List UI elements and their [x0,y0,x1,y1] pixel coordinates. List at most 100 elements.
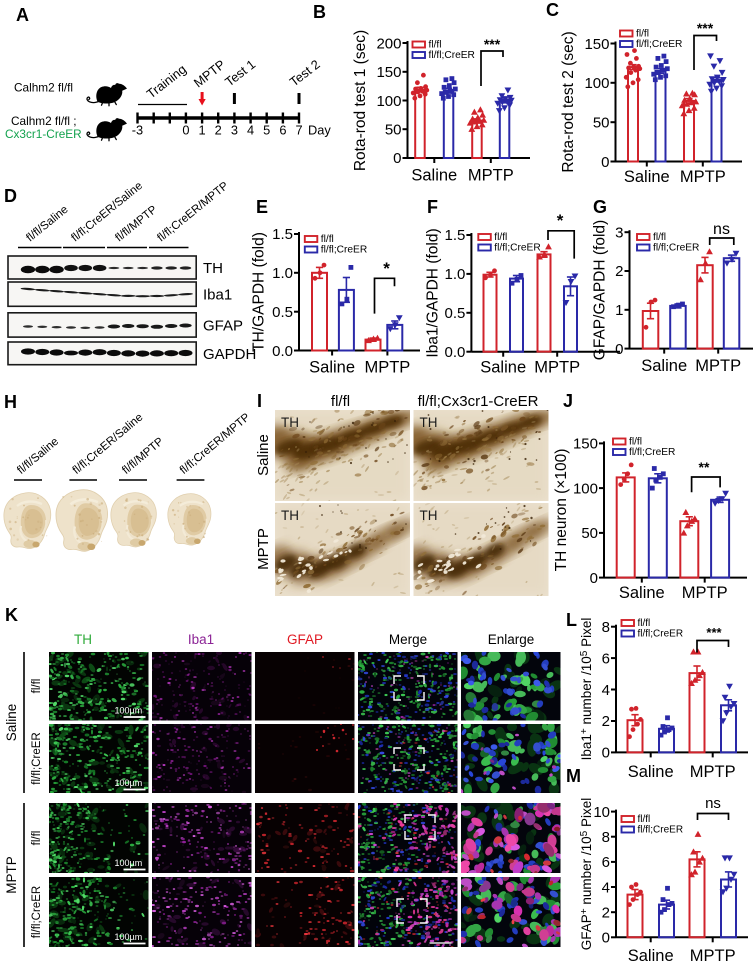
svg-text:fl/fl;CreER: fl/fl;CreER [31,886,43,938]
svg-text:fl/fl: fl/fl [429,39,442,50]
svg-text:fl/fl;CreER: fl/fl;CreER [429,50,475,61]
svg-text:fl/fl: fl/fl [494,232,507,243]
svg-text:fl/fl;CreER: fl/fl;CreER [629,447,675,458]
svg-text:MPTP: MPTP [468,167,514,185]
svg-text:fl/fl: fl/fl [636,28,649,39]
svg-text:Calhm2 fl/fl ;: Calhm2 fl/fl ; [11,114,77,128]
svg-text:fl/fl;Cx3cr1-CreER: fl/fl;Cx3cr1-CreER [418,393,539,410]
svg-text:fl/fl: fl/fl [31,831,43,846]
svg-text:Iba1: Iba1 [203,287,232,304]
svg-text:GAPDH: GAPDH [203,346,256,363]
svg-text:fl/fl: fl/fl [653,232,666,243]
svg-text:TH: TH [74,632,92,647]
svg-text:ns: ns [713,221,730,238]
svg-text:*: * [557,211,564,230]
svg-text:E: E [256,197,268,217]
svg-text:100µm: 100µm [115,778,143,788]
svg-text:fl/fl;CreER: fl/fl;CreER [653,242,699,253]
svg-text:200: 200 [376,35,401,52]
svg-text:Enlarge: Enlarge [488,632,535,647]
svg-text:50: 50 [581,525,598,542]
svg-text:Calhm2 fl/fl: Calhm2 fl/fl [14,81,73,95]
svg-text:F: F [427,197,438,217]
svg-text:150: 150 [376,64,401,81]
svg-text:1: 1 [199,123,206,138]
svg-text:Iba1/GAPDH (fold): Iba1/GAPDH (fold) [425,228,442,357]
svg-text:0.5: 0.5 [272,304,293,321]
svg-text:100µm: 100µm [115,858,143,868]
svg-text:***: *** [484,36,501,52]
svg-text:fl/fl;CreER: fl/fl;CreER [31,732,43,784]
svg-text:MPTP: MPTP [4,856,19,894]
svg-text:0: 0 [615,341,623,358]
svg-text:0.0: 0.0 [272,343,293,360]
svg-text:fl/fl;CreER: fl/fl;CreER [494,242,540,253]
svg-text:MPTP: MPTP [682,584,728,602]
svg-text:2: 2 [615,263,623,280]
svg-text:3: 3 [615,224,623,241]
svg-text:TH: TH [281,415,299,430]
svg-text:Rota-rod test 1 (sec): Rota-rod test 1 (sec) [352,30,369,171]
svg-text:Iba1: Iba1 [188,632,214,647]
svg-text:fl/fl: fl/fl [31,679,43,694]
svg-text:7: 7 [295,123,302,138]
svg-text:TH neuron (×100): TH neuron (×100) [553,449,570,572]
svg-text:fl/fl;CreER: fl/fl;CreER [636,39,682,50]
svg-text:Rota-rod test 2 (sec): Rota-rod test 2 (sec) [560,31,577,172]
svg-text:GFAP: GFAP [287,632,323,647]
svg-text:4: 4 [247,123,254,138]
svg-text:Saline: Saline [411,167,457,185]
svg-text:Saline: Saline [624,168,670,186]
svg-text:Saline: Saline [619,584,665,602]
svg-text:fl/fl: fl/fl [331,393,350,410]
svg-text:0: 0 [182,123,189,138]
svg-text:100: 100 [573,480,598,497]
svg-text:***: *** [697,20,714,36]
svg-text:Saline: Saline [641,357,687,375]
svg-text:Saline: Saline [480,359,526,377]
svg-text:TH: TH [420,415,438,430]
svg-text:C: C [546,0,559,20]
svg-text:B: B [313,2,326,22]
svg-text:J: J [563,391,573,411]
svg-text:TH: TH [203,260,223,277]
svg-text:100: 100 [584,75,609,92]
svg-text:MPTP: MPTP [695,357,741,375]
svg-text:0.5: 0.5 [445,305,466,322]
svg-text:fl/fl: fl/fl [629,436,642,447]
svg-text:100: 100 [376,93,401,110]
svg-text:1.0: 1.0 [272,265,293,282]
svg-text:Saline: Saline [4,704,19,742]
svg-text:TH: TH [420,508,438,523]
svg-text:Saline: Saline [255,434,272,476]
svg-text:MPTP: MPTP [255,528,272,570]
svg-text:100µm: 100µm [115,706,143,716]
svg-text:D: D [4,186,17,206]
svg-text:6: 6 [279,123,286,138]
svg-text:MPTP: MPTP [534,359,580,377]
svg-text:1.5: 1.5 [272,226,293,243]
svg-text:**: ** [699,459,710,475]
svg-text:150: 150 [584,36,609,53]
svg-text:A: A [16,5,29,25]
svg-text:0.0: 0.0 [445,344,466,361]
svg-text:GFAP/GAPDH (fold): GFAP/GAPDH (fold) [592,220,609,360]
svg-text:0: 0 [393,150,401,167]
svg-text:I: I [257,391,262,411]
svg-text:50: 50 [593,114,610,131]
svg-text:0: 0 [601,154,609,171]
svg-text:-3: -3 [132,123,143,138]
svg-text:fl/fl: fl/fl [321,234,334,245]
svg-text:*: * [383,259,390,278]
svg-text:G: G [593,197,607,217]
svg-text:GFAP: GFAP [203,318,243,335]
svg-text:fl/fl;CreER: fl/fl;CreER [321,244,367,255]
svg-text:TH: TH [281,508,299,523]
svg-text:1.5: 1.5 [445,227,466,244]
svg-text:0: 0 [590,570,598,587]
svg-text:50: 50 [385,122,402,139]
svg-text:3: 3 [231,123,238,138]
svg-text:Merge: Merge [389,632,427,647]
svg-text:Cx3cr1-CreER: Cx3cr1-CreER [5,127,82,141]
svg-text:2: 2 [215,123,222,138]
